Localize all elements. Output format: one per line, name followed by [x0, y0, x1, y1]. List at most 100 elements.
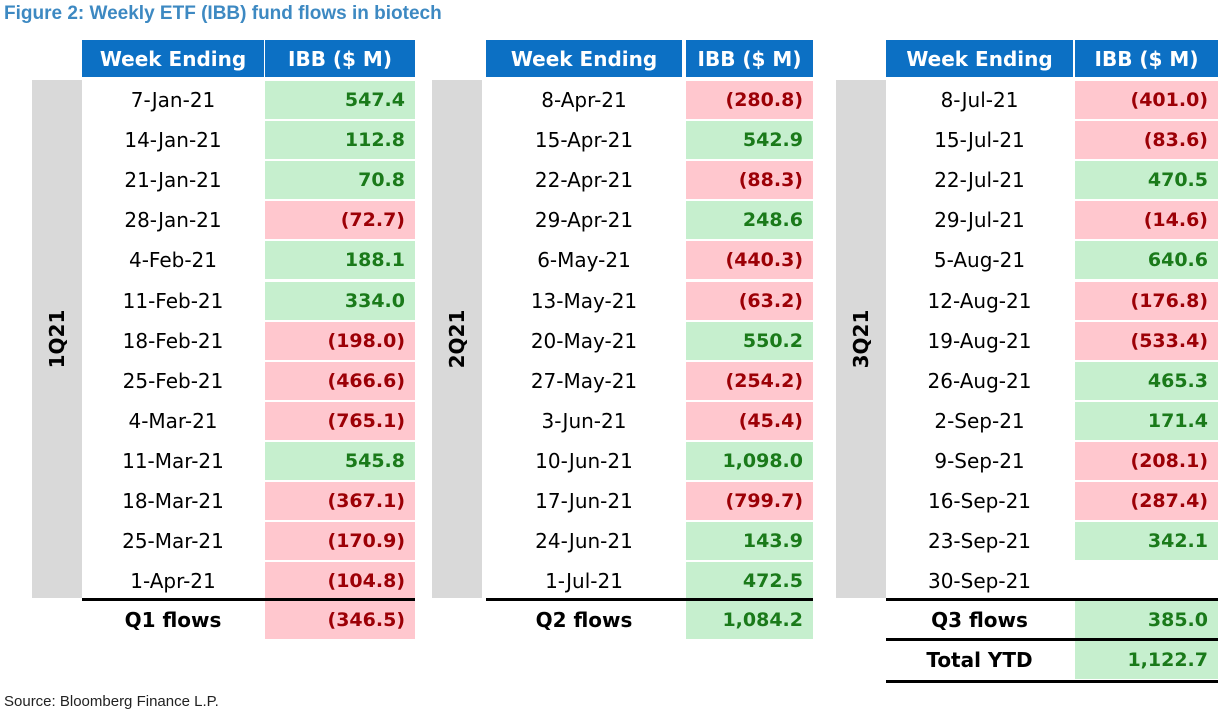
week-ending-cell: 25-Feb-21	[122, 368, 224, 393]
header-ibb: IBB ($ M)	[265, 40, 415, 77]
week-ending-cell: 30-Sep-21	[927, 569, 1032, 594]
week-ending-cell: 13-May-21	[530, 288, 638, 313]
total-bottom-rule	[886, 680, 1218, 683]
quarter-flows-value: (346.5)	[265, 601, 415, 639]
week-ending-cell: 15-Apr-21	[534, 128, 634, 153]
week-ending-cell: 4-Mar-21	[128, 408, 218, 433]
header-week-ending: Week Ending	[486, 40, 682, 77]
ibb-flow-cell: 70.8	[265, 161, 415, 200]
week-ending-cell: 9-Sep-21	[934, 448, 1025, 473]
week-ending-cell: 5-Aug-21	[933, 248, 1026, 273]
ibb-flow-cell: 248.6	[686, 201, 813, 240]
header-ibb: IBB ($ M)	[1075, 40, 1218, 77]
ibb-flow-cell: (208.1)	[1075, 441, 1218, 480]
quarter-label: 2Q21	[432, 80, 482, 598]
quarter-label-text: 3Q21	[849, 309, 873, 369]
week-ending-cell: 2-Sep-21	[934, 408, 1025, 433]
week-ending-cell: 24-Jun-21	[535, 529, 633, 554]
quarter-flows-label: Q3 flows	[931, 608, 1028, 632]
week-ending-cell: 11-Mar-21	[122, 448, 224, 473]
week-ending-cell: 11-Feb-21	[122, 288, 224, 313]
header-week-ending: Week Ending	[82, 40, 264, 77]
week-ending-cell: 3-Jun-21	[541, 408, 627, 433]
ibb-flow-cell: (765.1)	[265, 401, 415, 440]
week-ending-cell: 21-Jan-21	[124, 168, 222, 193]
ibb-flow-cell: 342.1	[1075, 522, 1218, 561]
ibb-flow-cell: 470.5	[1075, 161, 1218, 200]
ibb-flow-cell: (280.8)	[686, 81, 813, 119]
week-ending-cell: 1-Apr-21	[130, 569, 216, 594]
week-ending-cell: 18-Feb-21	[122, 328, 224, 353]
ibb-flow-cell: (88.3)	[686, 161, 813, 200]
ibb-flow-cell: (466.6)	[265, 361, 415, 400]
summary-top-rule	[486, 598, 813, 601]
ibb-flow-cell: 545.8	[265, 441, 415, 480]
ibb-flow-cell: (170.9)	[265, 522, 415, 561]
figure-title: Figure 2: Weekly ETF (IBB) fund flows in…	[4, 3, 442, 24]
ibb-flow-cell: (104.8)	[265, 562, 415, 601]
week-ending-cell: 28-Jan-21	[124, 208, 222, 233]
ibb-flow-cell: 547.4	[265, 81, 415, 119]
week-ending-cell: 6-May-21	[537, 248, 631, 273]
ibb-flow-cell: (799.7)	[686, 482, 813, 520]
header-ibb: IBB ($ M)	[686, 40, 813, 77]
ibb-flow-cell: (83.6)	[1075, 121, 1218, 160]
week-ending-cell: 17-Jun-21	[535, 489, 633, 513]
ibb-flow-cell: (14.6)	[1075, 201, 1218, 240]
week-ending-cell: 22-Jul-21	[934, 168, 1025, 193]
header-week-ending: Week Ending	[886, 40, 1073, 77]
week-ending-cell: 16-Sep-21	[927, 489, 1032, 513]
week-ending-cell: 27-May-21	[530, 368, 638, 393]
week-ending-cell: 22-Apr-21	[534, 168, 634, 193]
ibb-flow-cell: 188.1	[265, 241, 415, 280]
quarter-label: 3Q21	[836, 80, 886, 598]
ibb-flow-cell: 542.9	[686, 121, 813, 160]
week-ending-cell: 15-Jul-21	[934, 128, 1025, 153]
total-top-rule	[886, 638, 1218, 641]
week-ending-cell: 8-Apr-21	[541, 88, 627, 112]
ibb-flow-cell: (45.4)	[686, 401, 813, 440]
ibb-flow-cell: (287.4)	[1075, 482, 1218, 520]
ibb-flow-cell: 472.5	[686, 562, 813, 601]
ibb-flow-cell: (440.3)	[686, 241, 813, 280]
quarter-label-text: 1Q21	[45, 309, 69, 369]
week-ending-cell: 1-Jul-21	[545, 569, 623, 594]
ibb-flow-cell: (198.0)	[265, 321, 415, 360]
summary-top-rule	[886, 598, 1218, 601]
week-ending-cell: 4-Feb-21	[128, 248, 218, 273]
ibb-flow-cell	[1075, 562, 1218, 600]
ibb-flow-cell: (72.7)	[265, 201, 415, 240]
ibb-flow-cell: 171.4	[1075, 401, 1218, 440]
week-ending-cell: 18-Mar-21	[122, 489, 224, 513]
ibb-flow-cell: (63.2)	[686, 281, 813, 320]
ibb-flow-cell: (254.2)	[686, 361, 813, 400]
ibb-flow-cell: (367.1)	[265, 482, 415, 520]
week-ending-cell: 25-Mar-21	[122, 529, 224, 554]
ibb-flow-cell: (401.0)	[1075, 81, 1218, 119]
total-ytd-value: 1,122.7	[1075, 641, 1218, 679]
week-ending-cell: 8-Jul-21	[940, 88, 1019, 112]
ibb-flow-cell: 640.6	[1075, 241, 1218, 280]
ibb-flow-cell: 112.8	[265, 121, 415, 160]
ibb-flow-cell: 465.3	[1075, 361, 1218, 400]
ibb-flow-cell: 334.0	[265, 281, 415, 320]
quarter-flows-value: 385.0	[1075, 601, 1218, 639]
summary-top-rule	[82, 598, 415, 601]
week-ending-cell: 12-Aug-21	[927, 288, 1032, 313]
week-ending-cell: 10-Jun-21	[535, 448, 633, 473]
week-ending-cell: 20-May-21	[530, 328, 638, 353]
ibb-flow-cell: 550.2	[686, 321, 813, 360]
quarter-flows-label: Q1 flows	[124, 608, 222, 632]
source-note: Source: Bloomberg Finance L.P.	[4, 693, 219, 710]
week-ending-cell: 29-Jul-21	[934, 208, 1025, 233]
week-ending-cell: 29-Apr-21	[534, 208, 634, 233]
quarter-label: 1Q21	[32, 80, 82, 598]
week-ending-cell: 26-Aug-21	[927, 368, 1032, 393]
quarter-label-text: 2Q21	[445, 309, 469, 369]
quarter-flows-label: Q2 flows	[535, 608, 633, 632]
ibb-flow-cell: (176.8)	[1075, 281, 1218, 320]
ibb-flow-cell: (533.4)	[1075, 321, 1218, 360]
total-ytd-label: Total YTD	[926, 648, 1033, 672]
week-ending-cell: 23-Sep-21	[927, 529, 1032, 554]
ibb-flow-cell: 143.9	[686, 522, 813, 561]
